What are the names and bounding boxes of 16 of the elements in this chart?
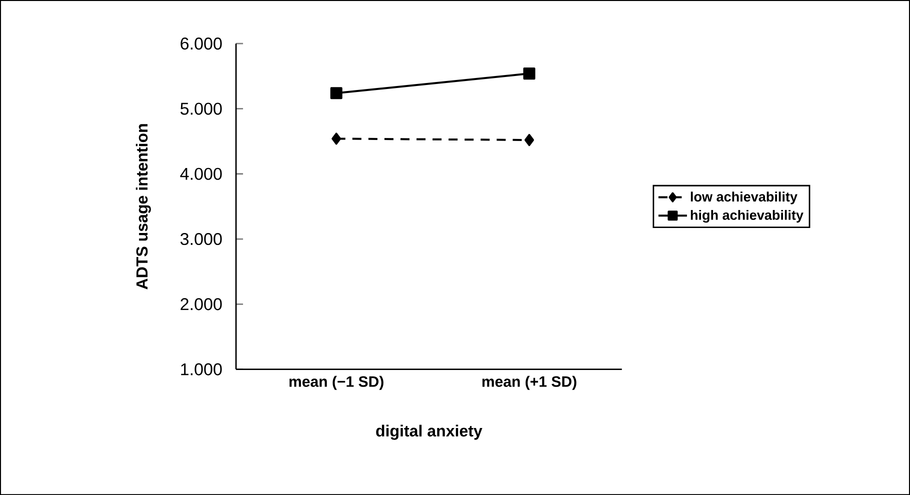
y-tick-label: 2.000 [180,298,222,310]
point [523,68,536,80]
y-tick-label: 6.000 [180,38,222,50]
y-tick-label: 3.000 [180,232,222,246]
legend-label: high achievability [690,210,804,223]
point [332,132,342,145]
y-tick-label: 4.000 [180,168,222,180]
legend-label: low achievability [690,192,798,204]
y-tick-label: 1.000 [181,363,222,376]
point [524,134,534,146]
y-tick-label: 5.000 [180,102,222,115]
x-tick-label: mean (+1 SD) [482,376,576,390]
point [330,87,342,100]
x-tick-label: mean (−1 SD) [290,376,384,390]
x-axis-title: digital anxiety [376,424,482,440]
y-axis-title: ADTS usage intention [136,124,151,290]
